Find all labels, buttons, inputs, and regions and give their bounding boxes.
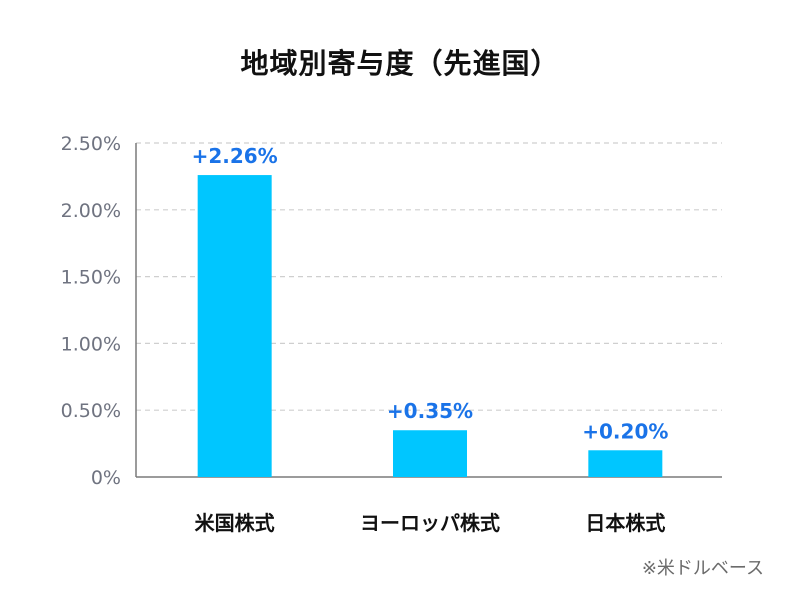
data-label: +0.20% [582, 419, 668, 443]
x-tick-label: 米国株式 [195, 511, 275, 535]
y-tick-label: 2.00% [61, 200, 121, 222]
currency-footnote: ※米ドルベース [641, 558, 764, 579]
y-tick-label: 0% [91, 467, 121, 489]
bar [393, 430, 467, 477]
chart-title: 地域別寄与度（先進国） [240, 47, 560, 80]
data-label: +0.35% [387, 399, 473, 423]
y-tick-label: 1.00% [61, 333, 121, 355]
x-tick-label: 日本株式 [585, 511, 665, 535]
data-label: +2.26% [192, 144, 278, 168]
x-tick-label: ヨーロッパ株式 [360, 511, 500, 535]
y-tick-label: 0.50% [61, 400, 121, 422]
bar [197, 175, 272, 477]
bar [588, 450, 663, 477]
y-tick-label: 1.50% [61, 267, 121, 289]
y-tick-label: 2.50% [61, 133, 121, 155]
